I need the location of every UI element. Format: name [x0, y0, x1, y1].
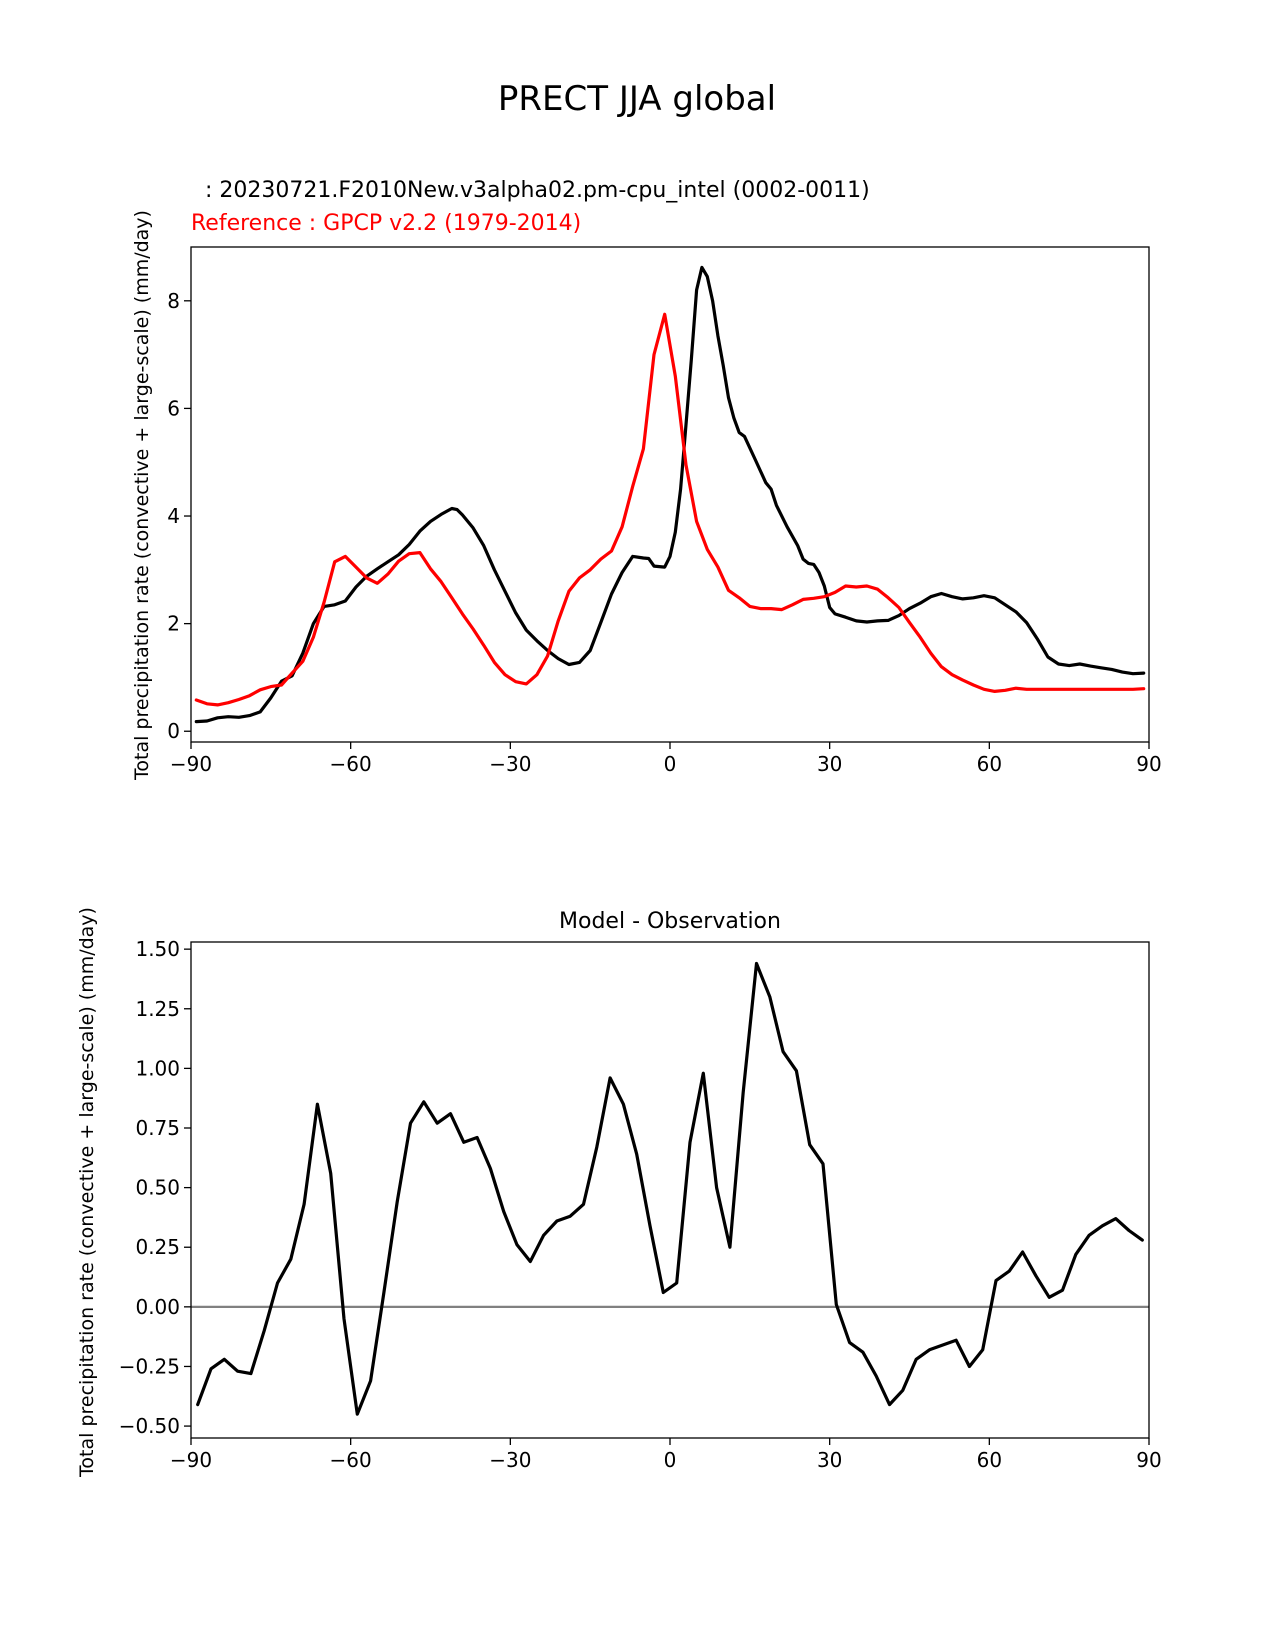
y-tick-label: 1.00 — [135, 1056, 180, 1080]
x-tick-label: −60 — [330, 752, 372, 776]
x-tick-label: 30 — [817, 1448, 842, 1472]
top-y-axis-label: Total precipitation rate (convective + l… — [131, 210, 153, 781]
y-tick-label: 0 — [167, 719, 180, 743]
top-axes-frame — [190, 246, 1150, 743]
series-line-model-observation — [196, 961, 1144, 1416]
series-line-reference — [194, 312, 1146, 707]
reference-label: Reference : GPCP v2.2 (1979-2014) — [191, 211, 581, 236]
x-tick-label: 0 — [664, 752, 677, 776]
top-series-group — [194, 265, 1146, 724]
y-tick-label: 8 — [167, 289, 180, 313]
x-tick-label: −90 — [170, 1448, 212, 1472]
y-tick-label: 0.25 — [135, 1235, 180, 1259]
y-tick-label: 1.25 — [135, 997, 180, 1021]
y-tick-label: 6 — [167, 396, 180, 420]
y-tick-label: 2 — [167, 612, 180, 636]
top-tick-group: −90 −60 −30 0 30 60 90 0 2 4 6 8 — [167, 289, 1161, 776]
x-tick-label: 30 — [817, 752, 842, 776]
test-run-label: : 20230721.F2010New.v3alpha02.pm-cpu_int… — [205, 178, 870, 203]
figure-title: PRECT JJA global — [498, 79, 776, 119]
y-tick-label: 4 — [167, 504, 180, 528]
x-tick-label: 90 — [1136, 1448, 1161, 1472]
x-tick-label: −60 — [330, 1448, 372, 1472]
bottom-axes: Model - Observation Total precipitation … — [76, 907, 1162, 1478]
y-tick-label: 0.00 — [135, 1295, 180, 1319]
y-tick-label: 1.50 — [135, 937, 180, 961]
bottom-tick-group: −90 −60 −30 0 30 60 90 −0.50 −0.25 0.00 0.25 0.50 0.… — [119, 937, 1162, 1472]
y-tick-label: −0.50 — [119, 1414, 180, 1438]
x-tick-label: 0 — [664, 1448, 677, 1472]
x-tick-label: 60 — [977, 752, 1002, 776]
series-line-test — [194, 265, 1146, 724]
y-tick-label: 0.50 — [135, 1176, 180, 1200]
x-tick-label: −30 — [489, 1448, 531, 1472]
difference-title: Model - Observation — [559, 909, 781, 934]
bottom-axes-frame — [190, 941, 1150, 1439]
x-tick-label: −30 — [489, 752, 531, 776]
x-tick-label: −90 — [170, 752, 212, 776]
top-axes: : 20230721.F2010New.v3alpha02.pm-cpu_int… — [131, 178, 1162, 781]
y-tick-label: −0.25 — [119, 1354, 180, 1378]
x-tick-label: 60 — [977, 1448, 1002, 1472]
bottom-y-axis-label: Total precipitation rate (convective + l… — [76, 907, 98, 1478]
y-tick-label: 0.75 — [135, 1116, 180, 1140]
bottom-series-group — [191, 961, 1149, 1416]
x-tick-label: 90 — [1136, 752, 1161, 776]
